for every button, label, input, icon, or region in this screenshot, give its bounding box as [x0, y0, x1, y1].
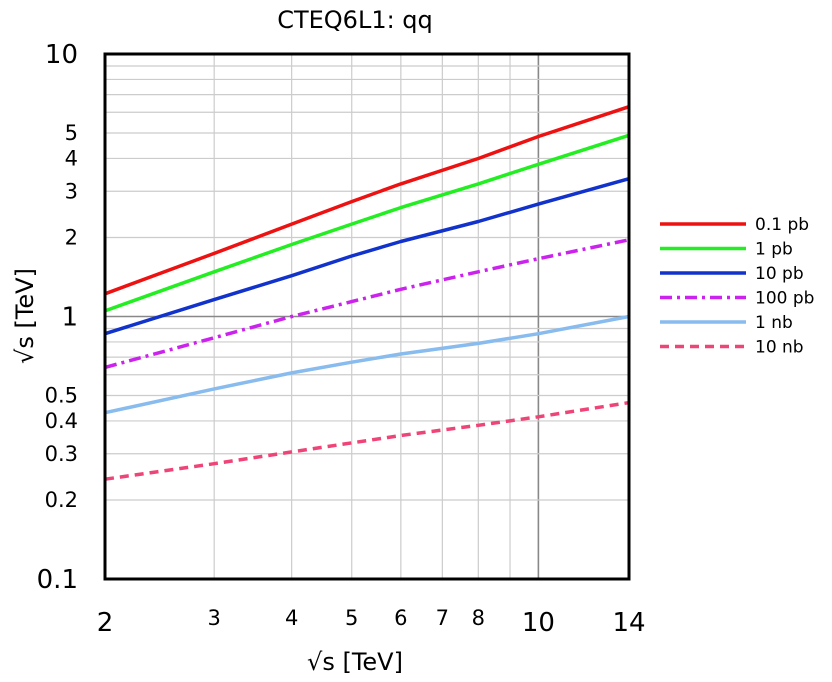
y-tick-label: 0.5: [45, 384, 78, 408]
legend-label: 100 pb: [755, 289, 814, 309]
y-tick-label: 0.3: [45, 442, 78, 466]
series-line-10-nb: [104, 400, 630, 481]
y-tick-label: 0.1: [37, 565, 78, 595]
x-tick-label: 4: [285, 606, 298, 630]
x-tick-label: 7: [436, 606, 449, 630]
series-line-10-pb: [104, 177, 630, 336]
x-axis-label: √s [TeV]: [307, 648, 403, 676]
x-tick-label: 6: [394, 606, 407, 630]
x-tick-labels: 2 3 4 5 6 7 8 10 14: [97, 606, 646, 638]
series-line-1-pb: [104, 133, 630, 313]
x-tick-label: 3: [207, 606, 220, 630]
y-tick-label: 4: [65, 146, 78, 170]
legend-label: 0.1 pb: [755, 215, 809, 235]
series-line-100-pb: [104, 238, 630, 370]
y-axis-label: √s [TeV]: [11, 268, 39, 364]
plot-frame: [103, 52, 631, 581]
y-tick-label: 2: [65, 225, 78, 249]
legend-label: 10 nb: [755, 338, 804, 358]
y-tick-label: 5: [65, 121, 78, 145]
x-tick-label: 8: [472, 606, 485, 630]
series-layer: [104, 105, 630, 481]
chart-title: CTEQ6L1: qq: [277, 6, 433, 34]
legend-label: 10 pb: [755, 264, 804, 284]
x-tick-label: 14: [612, 608, 645, 638]
grid-layer: [105, 54, 629, 579]
x-tick-label: 10: [522, 608, 555, 638]
x-tick-label: 5: [345, 606, 358, 630]
y-tick-labels: 0.1 0.2 0.3 0.40.5 1 2 3 45 10: [37, 40, 78, 595]
series-line-1-nb: [104, 314, 630, 415]
series-line-0-1-pb: [104, 105, 630, 296]
legend: 0.1 pb 1 pb 10 pb 100 pb 1 nb 10 nb: [660, 215, 814, 358]
x-tick-label: 2: [97, 608, 114, 638]
y-tick-label: 3: [65, 179, 78, 203]
y-tick-label: 10: [45, 40, 78, 70]
y-tick-label: 1: [61, 303, 78, 333]
legend-label: 1 nb: [755, 313, 793, 333]
legend-label: 1 pb: [755, 240, 793, 260]
y-tick-label: 0.4: [45, 409, 78, 433]
y-tick-label: 0.2: [45, 488, 78, 512]
